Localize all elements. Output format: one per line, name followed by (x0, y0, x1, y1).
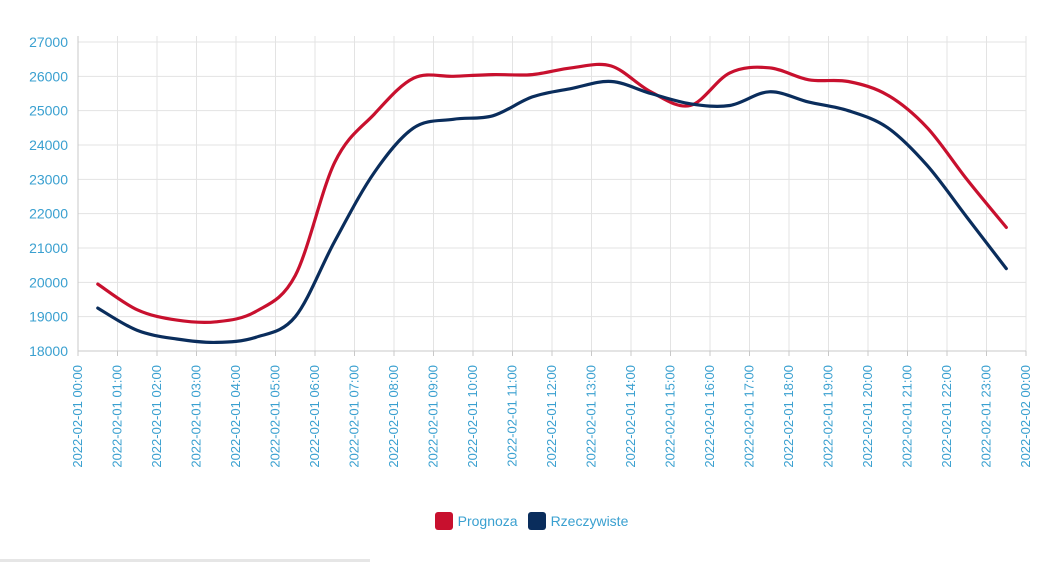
x-tick-label: 2022-02-01 16:00 (702, 365, 717, 468)
x-tick-label: 2022-02-01 02:00 (149, 365, 164, 468)
x-tick-label: 2022-02-01 01:00 (110, 365, 125, 468)
x-tick-label: 2022-02-01 22:00 (939, 365, 954, 468)
chart-legend: Prognoza Rzeczywiste (0, 512, 1063, 530)
legend-label-prognoza: Prognoza (457, 513, 518, 529)
x-tick-label: 2022-02-01 15:00 (663, 365, 678, 468)
legend-swatch-rzeczywiste (527, 512, 546, 530)
x-tick-label: 2022-02-01 11:00 (505, 365, 520, 467)
series-line-prognoza (96, 62, 1008, 325)
x-tick-label: 2022-02-01 20:00 (860, 365, 875, 468)
x-tick-label: 2022-02-01 05:00 (268, 365, 283, 468)
x-tick-label: 2022-02-01 03:00 (189, 365, 204, 468)
chart-axes (77, 36, 1027, 356)
chart-grid (77, 36, 1027, 352)
y-tick-label: 21000 (29, 240, 68, 256)
x-tick-label: 2022-02-01 18:00 (781, 365, 796, 468)
x-tick-label: 2022-02-01 10:00 (465, 365, 480, 468)
x-tick-label: 2022-02-01 06:00 (307, 365, 322, 468)
x-tick-label: 2022-02-01 21:00 (900, 365, 915, 468)
y-tick-label: 25000 (29, 103, 68, 119)
y-tick-label: 19000 (29, 309, 68, 325)
y-tick-label: 23000 (29, 171, 68, 187)
x-axis-ticks: 2022-02-01 00:00 2022-02-01 01:00 2022-02-… (70, 365, 1033, 468)
x-tick-label: 2022-02-01 08:00 (386, 365, 401, 468)
legend-label-rzeczywiste: Rzeczywiste (550, 513, 629, 529)
x-tick-label: 2022-02-01 14:00 (623, 365, 638, 468)
y-tick-label: 22000 (29, 206, 68, 222)
x-tick-label: 2022-02-01 09:00 (426, 365, 441, 468)
x-tick-label: 2022-02-01 17:00 (742, 365, 757, 468)
x-tick-label: 2022-02-01 07:00 (347, 365, 362, 468)
horizontal-scrollbar[interactable] (0, 559, 370, 562)
y-tick-label: 20000 (29, 274, 68, 290)
x-tick-label: 2022-02-01 13:00 (584, 365, 599, 468)
series-line-rzeczywiste (96, 79, 1008, 345)
legend-item-prognoza[interactable]: Prognoza (434, 512, 518, 530)
series-lines (96, 62, 1008, 345)
legend-swatch-prognoza (434, 512, 453, 530)
legend-item-rzeczywiste[interactable]: Rzeczywiste (527, 512, 629, 530)
y-axis-ticks: 18000 19000 20000 21000 22000 23000 24000 25000… (29, 34, 68, 359)
x-tick-label: 2022-02-01 19:00 (821, 365, 836, 468)
x-tick-label: 2022-02-01 23:00 (979, 365, 994, 468)
y-tick-label: 24000 (29, 137, 68, 153)
x-tick-label: 2022-02-02 00:00 (1018, 365, 1033, 468)
x-tick-label: 2022-02-01 12:00 (544, 365, 559, 468)
y-tick-label: 26000 (29, 68, 68, 84)
x-tick-label: 2022-02-01 04:00 (228, 365, 243, 468)
y-tick-label: 27000 (29, 34, 68, 50)
y-tick-label: 18000 (29, 343, 68, 359)
x-tick-label: 2022-02-01 00:00 (70, 365, 85, 468)
